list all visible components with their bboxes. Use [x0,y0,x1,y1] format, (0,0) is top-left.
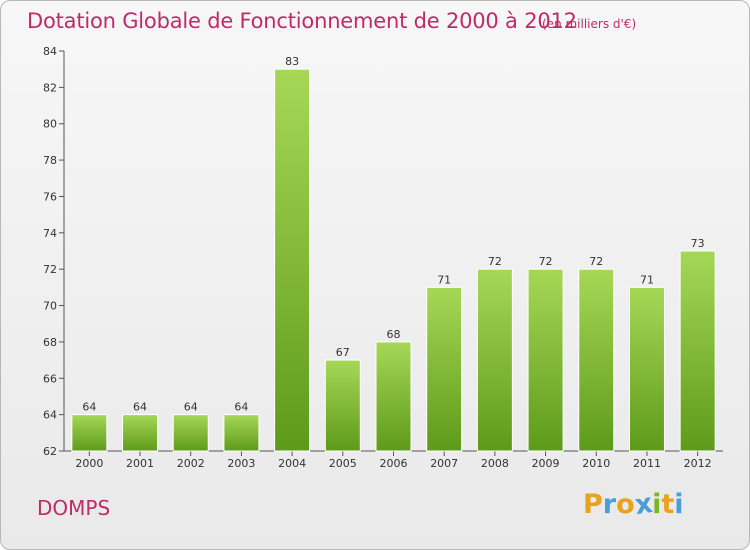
data-label-2007: 71 [437,273,451,286]
bar-2009 [527,268,564,452]
bar-2000 [71,414,108,452]
y-axis: 62 64 66 68 70 72 74 76 78 80 82 84 [43,45,65,458]
bars [71,68,716,452]
x-tick-label-2003: 2003 [227,457,255,470]
x-tick-label-2011: 2011 [633,457,661,470]
data-label-2012: 73 [691,237,705,250]
data-label-2010: 72 [589,255,603,268]
data-label-2006: 68 [387,328,401,341]
bar-2010 [578,268,615,452]
y-tick-label: 68 [43,336,57,349]
logo-letter: P [583,489,603,520]
bar-2012 [679,250,716,452]
bar-2006 [375,341,412,452]
bar-2002 [172,414,209,452]
proxiti-logo[interactable]: Proxiti [583,487,684,522]
data-label-2008: 72 [488,255,502,268]
bar-2005 [324,359,361,452]
x-axis: 2000 2001 2002 2003 2004 2005 2006 2007 2008 2009… [64,450,723,470]
logo-letter: t [661,489,675,520]
y-tick-label: 78 [43,154,57,167]
x-tick-label-2008: 2008 [481,457,509,470]
y-tick-label: 64 [43,409,57,422]
data-labels: 64 64 64 64 83 67 68 71 72 72 72 71 73 [82,55,704,413]
x-tick-label-2002: 2002 [177,457,205,470]
y-tick-label: 62 [43,445,57,458]
x-tick-label-2007: 2007 [430,457,458,470]
y-tick-label: 70 [43,300,57,313]
y-tick-label: 80 [43,118,57,131]
data-label-2000: 64 [82,401,96,414]
logo-letter: i [674,489,684,520]
y-tick-label: 76 [43,190,57,203]
x-tick-label-2004: 2004 [278,457,306,470]
data-label-2011: 71 [640,273,654,286]
x-tick-label-2005: 2005 [329,457,357,470]
x-tick-label-2000: 2000 [75,457,103,470]
x-tick-label-2012: 2012 [684,457,712,470]
chart-subtitle: (en milliers d'€) [542,17,637,31]
bar-2001 [122,414,159,452]
x-tick-label-2010: 2010 [582,457,610,470]
logo-letter: r [602,489,617,520]
y-tick-label: 66 [43,372,57,385]
data-label-2002: 64 [184,401,198,414]
bar-2007 [426,286,463,452]
data-label-2005: 67 [336,346,350,359]
chart-title: Dotation Globale de Fonctionnement de 20… [27,9,577,33]
x-tick-label-2001: 2001 [126,457,154,470]
logo-letter: o [616,489,635,520]
x-tick-label-2009: 2009 [532,457,560,470]
x-tick-label-2006: 2006 [380,457,408,470]
data-label-2001: 64 [133,401,147,414]
logo-letter: x [632,487,655,522]
commune-name: DOMPS [37,496,111,520]
y-tick-label: 74 [43,227,57,240]
data-label-2009: 72 [539,255,553,268]
bar-2008 [476,268,513,452]
y-tick-label: 84 [43,45,57,58]
bar-2004 [274,68,311,452]
bar-2011 [628,286,665,452]
bar-2003 [223,414,260,452]
y-tick-label: 82 [43,81,57,94]
y-tick-label: 72 [43,263,57,276]
data-label-2003: 64 [234,401,248,414]
data-label-2004: 83 [285,55,299,68]
logo-letter: i [652,489,662,520]
